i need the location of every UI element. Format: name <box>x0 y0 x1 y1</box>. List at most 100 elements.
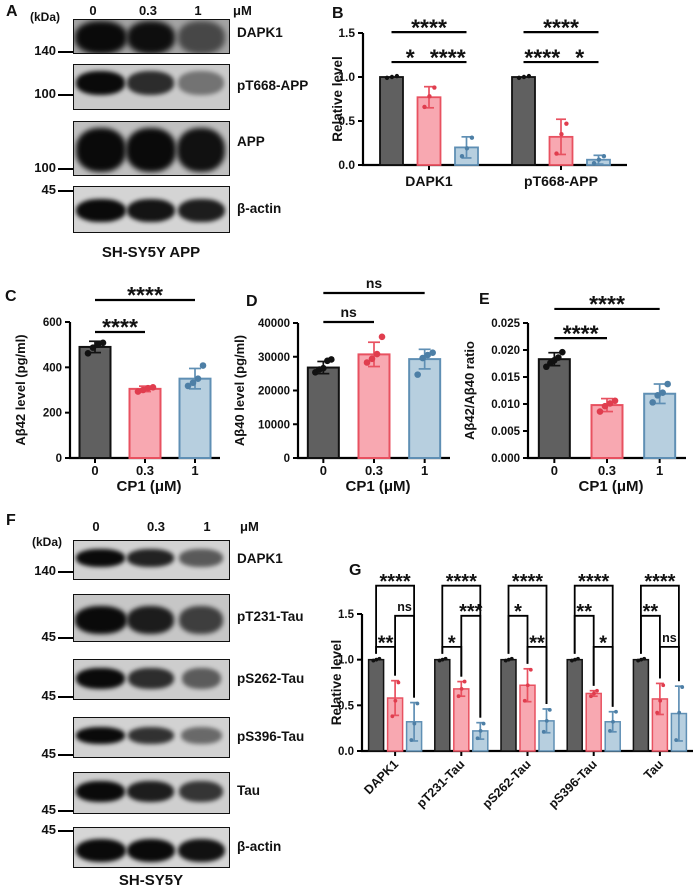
data-point <box>677 710 682 715</box>
chart-svg-e: 0.000 0.005 0.010 0.015 0.020 0.025 Aβ42/Aβ40 … <box>462 291 686 495</box>
marker-label: 140 <box>34 43 56 59</box>
bar-0.3-Aβ40 <box>357 353 391 459</box>
significance-bracket <box>507 614 529 664</box>
data-point <box>601 154 607 159</box>
data-point <box>595 688 599 693</box>
significance-bracket <box>441 645 463 677</box>
x-tick-label: Tau <box>641 757 666 782</box>
blot-band <box>126 198 176 223</box>
significance-label: **** <box>411 14 447 40</box>
bar-pS262-Tau-0 μM <box>500 658 517 752</box>
bar-Tau-0 μM <box>632 658 650 752</box>
data-point <box>559 348 566 356</box>
blot-band <box>177 21 225 53</box>
blot-caption: SH-SY5Y <box>118 872 184 889</box>
chart-svg-g: 0.0 0.5 1.0 1.5 Relative level DAPK1 pT231-Tau… <box>329 571 693 811</box>
significance-label: ** <box>576 601 592 623</box>
data-point <box>422 104 427 110</box>
data-point <box>521 74 527 80</box>
data-point <box>655 710 660 715</box>
data-point <box>516 75 522 81</box>
blot-band <box>177 198 225 223</box>
panel-b-bar-chart: 0.0 0.5 1.0 1.5 Relative level DAPK1 pT668-APP… <box>330 0 700 245</box>
y-axis-title: Aβ42/Aβ40 ratio <box>462 341 477 440</box>
blot-band <box>126 838 176 863</box>
blot-band <box>75 127 126 172</box>
data-point <box>544 718 549 723</box>
protein-label: pS262-Tau <box>237 670 305 686</box>
blot-band <box>179 548 224 567</box>
significance-label: **** <box>430 44 466 70</box>
panel-c-label: C <box>5 288 17 305</box>
x-tick-label: 0 <box>551 463 558 478</box>
data-point <box>664 380 671 388</box>
blot-band <box>128 667 174 690</box>
y-tick-label: 0.5 <box>338 114 355 128</box>
marker-label: 45 <box>41 688 56 704</box>
significance-label: **** <box>589 291 625 317</box>
blot-band <box>76 667 125 690</box>
bar-1-Aβ40 <box>408 358 442 459</box>
marker-dash <box>58 830 73 833</box>
data-point <box>509 656 514 661</box>
y-tick-label: 0.005 <box>491 426 520 438</box>
data-point <box>424 351 431 359</box>
data-point <box>464 146 470 151</box>
x-tick-label: 1 <box>656 463 663 478</box>
data-point <box>591 161 597 166</box>
data-point <box>396 680 401 685</box>
lane-label: 0.3 <box>138 3 158 18</box>
x-tick-label: 0 <box>91 463 98 478</box>
data-point <box>459 686 464 691</box>
data-point <box>432 85 437 90</box>
y-tick-label: 0.020 <box>491 345 520 357</box>
significance-bracket <box>526 645 548 704</box>
data-point <box>389 74 395 80</box>
data-point <box>84 349 92 357</box>
data-point <box>394 73 400 79</box>
data-point <box>506 657 511 662</box>
blot-band <box>179 781 224 803</box>
data-point <box>526 73 532 79</box>
unit-label: μM <box>233 3 252 18</box>
bar-0-Aβ42/Aβ40 <box>537 358 571 459</box>
blot-band <box>126 21 176 53</box>
marker-label: 100 <box>34 160 56 176</box>
data-point <box>194 375 202 382</box>
panel-e-label: E <box>479 291 490 308</box>
data-point <box>378 333 386 341</box>
y-tick-label: 0.0 <box>338 158 355 172</box>
bar-pT668-APP-0 μM <box>511 76 536 166</box>
data-point <box>541 729 546 734</box>
blot-band <box>74 21 127 53</box>
data-point <box>522 698 527 703</box>
protein-label: APP <box>237 134 265 149</box>
data-point <box>611 719 615 724</box>
lane-label: 1 <box>203 519 211 534</box>
y-tick-label: 600 <box>43 317 62 329</box>
lane-label: 0 <box>89 3 97 18</box>
data-point <box>328 356 335 363</box>
bar-1-Aβ42/Aβ40 <box>643 392 677 459</box>
data-point <box>189 379 197 387</box>
marker-label: 45 <box>41 181 56 197</box>
data-point <box>601 402 609 410</box>
data-point <box>614 709 618 714</box>
data-point <box>554 151 559 156</box>
y-tick-label: 0.5 <box>338 700 355 712</box>
marker-dash <box>58 51 73 54</box>
y-tick-label: 0.000 <box>491 453 520 465</box>
kda-label: (kDa) <box>30 10 61 24</box>
y-tick-label: 1.5 <box>338 609 355 621</box>
y-tick-label: 0 <box>284 453 290 465</box>
blot-band <box>127 606 175 634</box>
marker-label: 45 <box>41 802 56 818</box>
blot-box-pS396-Tau <box>73 717 230 758</box>
data-point <box>99 339 107 347</box>
panel-a-label: A <box>6 3 18 20</box>
x-tick-label: pT231-Tau <box>414 757 467 810</box>
blot-band <box>76 726 125 744</box>
blot-box-pT231-Tau <box>73 594 230 642</box>
bar-DAPK1-0 μM <box>379 76 404 166</box>
